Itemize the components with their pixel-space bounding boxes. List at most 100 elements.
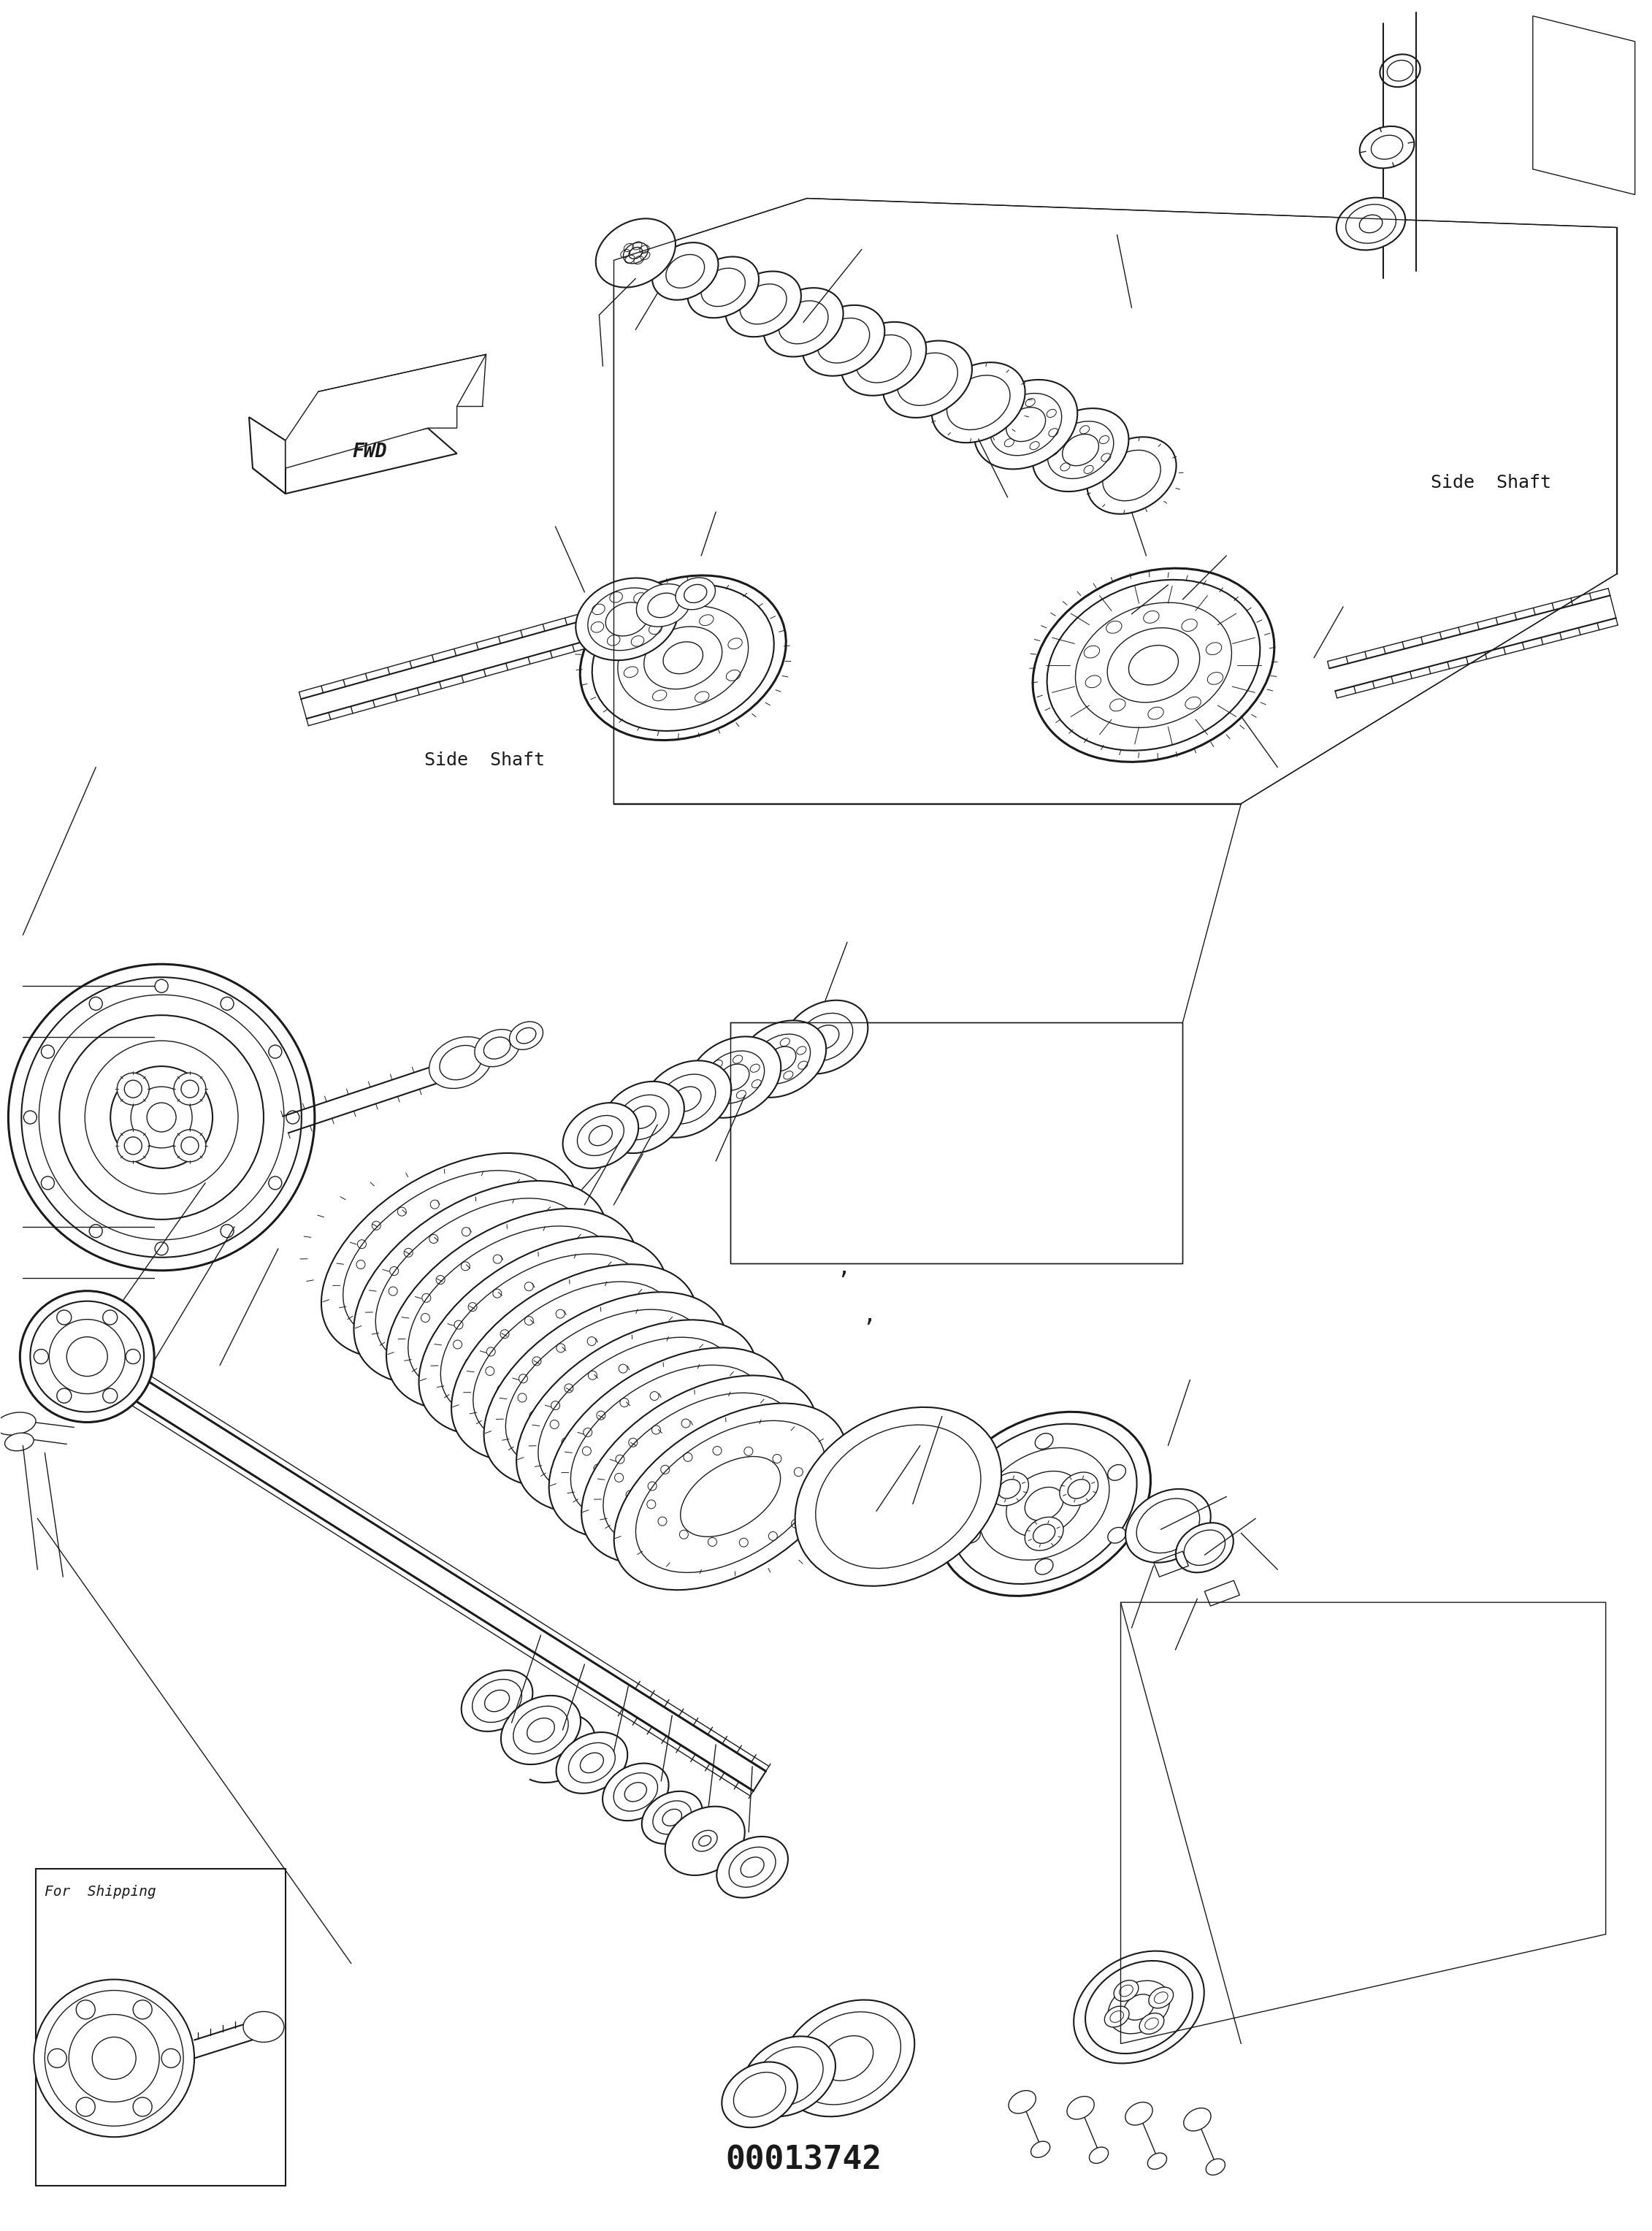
Ellipse shape: [1074, 1950, 1204, 2064]
Polygon shape: [286, 355, 486, 493]
Ellipse shape: [472, 1281, 676, 1443]
Ellipse shape: [737, 1020, 826, 1098]
Ellipse shape: [577, 1116, 624, 1156]
Ellipse shape: [636, 1421, 826, 1573]
Ellipse shape: [1036, 1432, 1052, 1450]
Ellipse shape: [430, 1037, 492, 1089]
Ellipse shape: [484, 1292, 727, 1488]
Ellipse shape: [722, 2061, 798, 2128]
Ellipse shape: [657, 1075, 715, 1124]
Ellipse shape: [50, 1319, 126, 1394]
Ellipse shape: [803, 306, 885, 375]
Ellipse shape: [596, 219, 676, 288]
Text: FWD: FWD: [352, 442, 387, 462]
Ellipse shape: [1032, 569, 1274, 763]
Ellipse shape: [780, 1999, 915, 2117]
Ellipse shape: [1108, 1528, 1125, 1544]
Ellipse shape: [1102, 451, 1161, 500]
Polygon shape: [253, 428, 458, 493]
Ellipse shape: [603, 1762, 669, 1820]
Circle shape: [41, 1176, 55, 1189]
Ellipse shape: [1105, 2006, 1128, 2028]
Ellipse shape: [653, 1800, 692, 1834]
Ellipse shape: [1206, 2160, 1226, 2175]
Ellipse shape: [783, 999, 867, 1073]
Circle shape: [117, 1129, 149, 1162]
Ellipse shape: [643, 1060, 732, 1138]
Ellipse shape: [131, 1086, 192, 1149]
Ellipse shape: [1085, 1961, 1193, 2053]
Ellipse shape: [1148, 2153, 1166, 2169]
Circle shape: [33, 1350, 48, 1363]
Ellipse shape: [856, 335, 912, 384]
Ellipse shape: [618, 607, 748, 709]
Ellipse shape: [420, 1236, 667, 1437]
Ellipse shape: [33, 1979, 195, 2137]
Ellipse shape: [1108, 1464, 1125, 1481]
Ellipse shape: [1148, 1988, 1173, 2008]
Ellipse shape: [653, 243, 719, 299]
Circle shape: [286, 1111, 299, 1124]
Circle shape: [162, 2048, 180, 2068]
Text: 00013742: 00013742: [725, 2144, 882, 2175]
Ellipse shape: [517, 1321, 757, 1513]
Circle shape: [269, 1176, 282, 1189]
Ellipse shape: [563, 1102, 638, 1169]
Ellipse shape: [1360, 127, 1414, 167]
Ellipse shape: [897, 352, 958, 406]
Circle shape: [102, 1310, 117, 1325]
Text: Side  Shaft: Side Shaft: [1431, 473, 1551, 491]
Ellipse shape: [1075, 602, 1232, 727]
Ellipse shape: [980, 1448, 1108, 1559]
Ellipse shape: [580, 576, 786, 741]
Ellipse shape: [700, 268, 745, 306]
Ellipse shape: [501, 1696, 580, 1765]
Ellipse shape: [725, 272, 801, 337]
Ellipse shape: [1176, 1524, 1234, 1573]
Bar: [36, 1870, 286, 2186]
Ellipse shape: [963, 1528, 980, 1544]
Ellipse shape: [514, 1707, 568, 1754]
Ellipse shape: [816, 1426, 981, 1568]
Ellipse shape: [509, 1022, 544, 1049]
Circle shape: [117, 1073, 149, 1104]
Ellipse shape: [1067, 2097, 1094, 2119]
Ellipse shape: [84, 1040, 238, 1194]
Ellipse shape: [763, 288, 843, 357]
Ellipse shape: [539, 1336, 735, 1495]
Text: For  Shipping: For Shipping: [45, 1885, 157, 1899]
Ellipse shape: [1059, 1472, 1099, 1506]
Ellipse shape: [1107, 627, 1199, 703]
Ellipse shape: [387, 1209, 638, 1410]
Ellipse shape: [45, 1990, 183, 2126]
Ellipse shape: [1024, 1517, 1064, 1551]
Ellipse shape: [742, 2037, 836, 2117]
Ellipse shape: [1006, 1470, 1082, 1537]
Ellipse shape: [623, 243, 648, 263]
Ellipse shape: [111, 1066, 213, 1169]
Ellipse shape: [798, 1013, 852, 1062]
Ellipse shape: [0, 1412, 36, 1435]
Ellipse shape: [793, 2012, 900, 2104]
Ellipse shape: [441, 1254, 646, 1419]
Ellipse shape: [704, 1051, 765, 1104]
Ellipse shape: [1183, 2108, 1211, 2131]
Ellipse shape: [947, 375, 1009, 431]
Ellipse shape: [474, 1028, 519, 1066]
Ellipse shape: [687, 257, 758, 317]
Ellipse shape: [1125, 1488, 1211, 1562]
Circle shape: [23, 1111, 36, 1124]
Ellipse shape: [570, 1365, 765, 1522]
Circle shape: [221, 1225, 233, 1238]
Ellipse shape: [938, 1412, 1151, 1595]
Ellipse shape: [778, 301, 828, 344]
Ellipse shape: [582, 1377, 818, 1564]
Ellipse shape: [5, 1432, 33, 1450]
Ellipse shape: [461, 1671, 532, 1731]
Circle shape: [56, 1388, 71, 1403]
Circle shape: [173, 1129, 206, 1162]
Ellipse shape: [641, 1791, 702, 1843]
Ellipse shape: [1047, 580, 1260, 750]
Ellipse shape: [1087, 437, 1176, 513]
Circle shape: [102, 1388, 117, 1403]
